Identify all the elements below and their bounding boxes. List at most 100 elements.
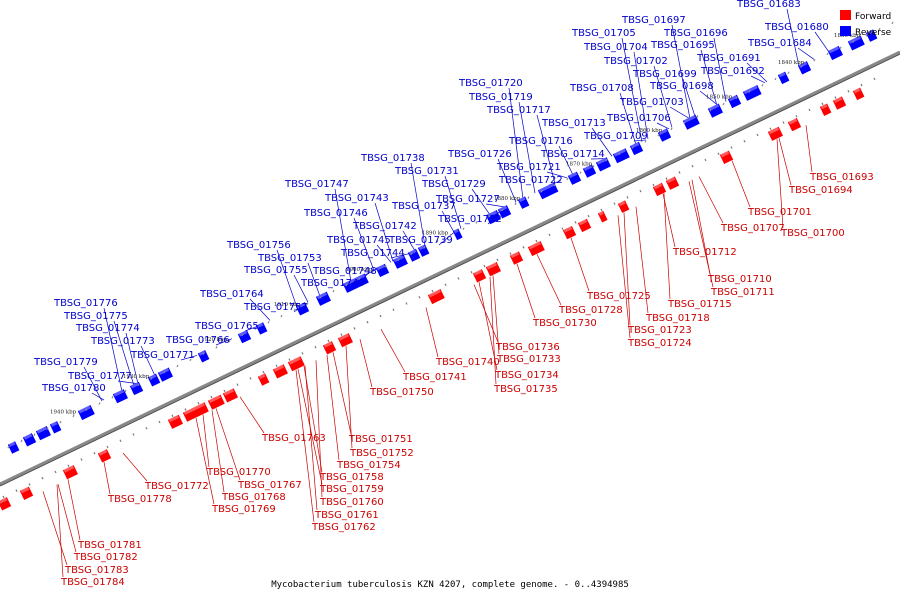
reverse-gene[interactable] bbox=[865, 29, 878, 42]
forward-gene-label[interactable]: TBSG_01751 bbox=[348, 434, 413, 445]
forward-gene[interactable] bbox=[597, 210, 608, 223]
reverse-gene-label[interactable]: TBSG_01699 bbox=[632, 69, 697, 80]
forward-gene[interactable] bbox=[767, 126, 783, 141]
reverse-gene-label[interactable]: TBSG_01720 bbox=[458, 78, 523, 89]
reverse-gene-label[interactable]: TBSG_01775 bbox=[63, 311, 128, 322]
forward-gene[interactable] bbox=[509, 251, 524, 265]
forward-gene-label[interactable]: TBSG_01759 bbox=[319, 484, 384, 495]
forward-gene[interactable] bbox=[787, 117, 802, 132]
reverse-gene-label[interactable]: TBSG_01695 bbox=[650, 40, 715, 51]
reverse-gene[interactable] bbox=[777, 71, 790, 85]
reverse-gene-label[interactable]: TBSG_01717 bbox=[486, 105, 551, 116]
forward-gene-label[interactable]: TBSG_01712 bbox=[672, 247, 737, 258]
reverse-gene[interactable] bbox=[497, 205, 512, 219]
forward-gene[interactable] bbox=[322, 341, 337, 355]
forward-gene-label[interactable]: TBSG_01707 bbox=[720, 223, 785, 234]
reverse-gene-label[interactable]: TBSG_01684 bbox=[747, 38, 812, 49]
forward-gene[interactable] bbox=[167, 414, 183, 429]
forward-gene[interactable] bbox=[272, 364, 288, 379]
reverse-gene[interactable] bbox=[847, 35, 865, 51]
reverse-gene-label[interactable]: TBSG_01746 bbox=[303, 208, 368, 219]
reverse-gene[interactable] bbox=[827, 45, 843, 61]
reverse-gene[interactable] bbox=[237, 329, 252, 344]
forward-gene-label[interactable]: TBSG_01715 bbox=[667, 299, 732, 310]
reverse-gene-label[interactable]: TBSG_01773 bbox=[90, 336, 155, 347]
reverse-gene-label[interactable]: TBSG_01697 bbox=[621, 15, 686, 26]
reverse-gene[interactable] bbox=[797, 61, 812, 75]
forward-gene-label[interactable]: TBSG_01760 bbox=[319, 497, 384, 508]
reverse-gene-label[interactable]: TBSG_01709 bbox=[583, 131, 648, 142]
reverse-gene-label[interactable]: TBSG_01738 bbox=[360, 153, 425, 164]
reverse-gene-label[interactable]: TBSG_01742 bbox=[352, 221, 417, 232]
forward-gene[interactable] bbox=[485, 262, 501, 277]
reverse-gene-label[interactable]: TBSG_01766 bbox=[165, 335, 230, 346]
reverse-gene-label[interactable]: TBSG_01727 bbox=[435, 194, 500, 205]
reverse-gene[interactable] bbox=[407, 248, 421, 262]
forward-gene[interactable] bbox=[222, 388, 238, 403]
reverse-gene-label[interactable]: TBSG_01765 bbox=[194, 321, 259, 332]
forward-gene[interactable] bbox=[652, 182, 667, 197]
forward-gene-label[interactable]: TBSG_01694 bbox=[788, 185, 853, 196]
reverse-gene-label[interactable]: TBSG_01745 bbox=[326, 235, 391, 246]
forward-gene-label[interactable]: TBSG_01710 bbox=[707, 274, 772, 285]
forward-gene-label[interactable]: TBSG_01758 bbox=[319, 472, 384, 483]
forward-gene-label[interactable]: TBSG_01769 bbox=[211, 504, 276, 515]
reverse-gene[interactable] bbox=[35, 426, 51, 441]
reverse-gene[interactable] bbox=[582, 164, 597, 178]
reverse-gene-label[interactable]: TBSG_01729 bbox=[421, 179, 486, 190]
reverse-gene[interactable] bbox=[727, 94, 742, 109]
reverse-gene[interactable] bbox=[742, 84, 762, 101]
reverse-gene[interactable] bbox=[342, 273, 369, 293]
forward-gene-label[interactable]: TBSG_01762 bbox=[311, 522, 376, 533]
reverse-gene-label[interactable]: TBSG_01756 bbox=[226, 240, 291, 251]
forward-gene[interactable] bbox=[427, 289, 445, 305]
forward-gene-label[interactable]: TBSG_01725 bbox=[586, 291, 651, 302]
forward-gene-label[interactable]: TBSG_01783 bbox=[64, 565, 129, 576]
forward-gene-label[interactable]: TBSG_01770 bbox=[206, 467, 271, 478]
forward-gene-label[interactable]: TBSG_01750 bbox=[369, 387, 434, 398]
forward-gene[interactable] bbox=[852, 87, 865, 101]
reverse-gene[interactable] bbox=[612, 148, 630, 164]
forward-gene[interactable] bbox=[665, 176, 680, 190]
forward-gene-label[interactable]: TBSG_01782 bbox=[73, 552, 138, 563]
reverse-gene[interactable] bbox=[77, 405, 95, 421]
forward-gene-label[interactable]: TBSG_01736 bbox=[495, 342, 560, 353]
reverse-gene[interactable] bbox=[49, 421, 62, 434]
forward-gene-label[interactable]: TBSG_01735 bbox=[493, 384, 558, 395]
reverse-gene-label[interactable]: TBSG_01713 bbox=[541, 118, 606, 129]
forward-gene-label[interactable]: TBSG_01761 bbox=[314, 510, 379, 521]
reverse-gene-label[interactable]: TBSG_01708 bbox=[569, 83, 634, 94]
reverse-gene-label[interactable]: TBSG_01706 bbox=[606, 113, 671, 124]
forward-gene-label[interactable]: TBSG_01734 bbox=[494, 370, 559, 381]
reverse-gene[interactable] bbox=[595, 157, 611, 172]
reverse-gene[interactable] bbox=[197, 350, 210, 363]
forward-gene-label[interactable]: TBSG_01701 bbox=[747, 207, 812, 218]
forward-gene[interactable] bbox=[257, 373, 270, 386]
reverse-gene-label[interactable]: TBSG_01743 bbox=[324, 193, 389, 204]
reverse-gene-label[interactable]: TBSG_01755 bbox=[243, 265, 308, 276]
reverse-gene-label[interactable]: TBSG_01744 bbox=[340, 248, 405, 259]
reverse-gene-label[interactable]: TBSG_01780 bbox=[41, 383, 106, 394]
reverse-gene-label[interactable]: TBSG_01692 bbox=[700, 66, 765, 77]
forward-gene-label[interactable]: TBSG_01772 bbox=[144, 481, 209, 492]
reverse-gene-label[interactable]: TBSG_01747 bbox=[284, 179, 349, 190]
reverse-gene-label[interactable]: TBSG_01771 bbox=[130, 350, 195, 361]
forward-gene-label[interactable]: TBSG_01733 bbox=[496, 354, 561, 365]
reverse-gene-label[interactable]: TBSG_01726 bbox=[447, 149, 512, 160]
forward-gene-label[interactable]: TBSG_01711 bbox=[710, 287, 775, 298]
reverse-gene-label[interactable]: TBSG_01732 bbox=[437, 214, 502, 225]
reverse-gene-label[interactable]: TBSG_01719 bbox=[468, 92, 533, 103]
forward-gene-label[interactable]: TBSG_01781 bbox=[77, 540, 142, 551]
forward-gene-label[interactable]: TBSG_01752 bbox=[349, 448, 414, 459]
reverse-gene-label[interactable]: TBSG_01739 bbox=[388, 235, 453, 246]
forward-gene-label[interactable]: TBSG_01741 bbox=[402, 372, 467, 383]
forward-gene[interactable] bbox=[337, 333, 353, 348]
forward-gene[interactable] bbox=[62, 465, 78, 480]
forward-gene-label[interactable]: TBSG_01724 bbox=[627, 338, 692, 349]
forward-gene[interactable] bbox=[527, 241, 545, 257]
reverse-gene[interactable] bbox=[375, 263, 390, 278]
reverse-gene[interactable] bbox=[417, 244, 430, 257]
reverse-gene-label[interactable]: TBSG_01714 bbox=[540, 149, 605, 160]
reverse-gene[interactable] bbox=[567, 171, 582, 185]
forward-gene-label[interactable]: TBSG_01728 bbox=[558, 305, 623, 316]
